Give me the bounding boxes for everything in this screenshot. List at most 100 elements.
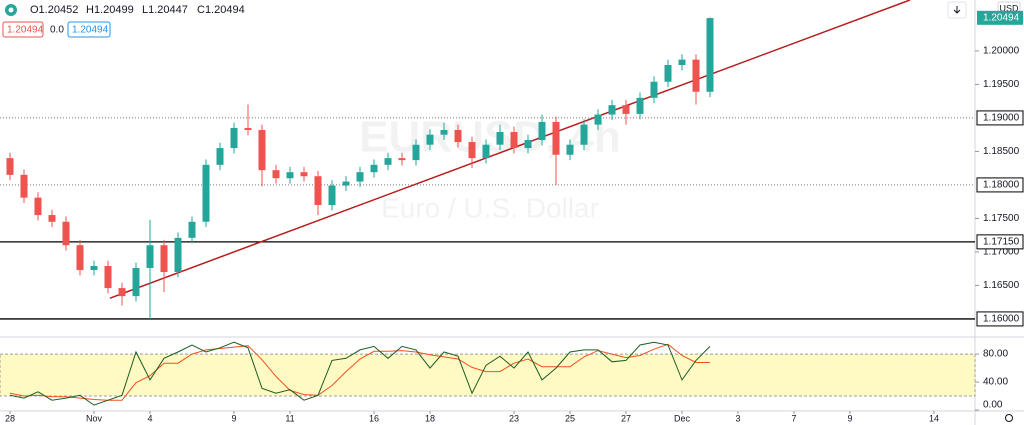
candle-body [62,221,70,246]
osc-line-d [9,343,710,401]
candle-body [650,81,658,98]
candle-body [510,131,518,149]
price-line-label: 1.18000 [983,180,1020,191]
y-tick-label: 1.20000 [983,46,1020,57]
candle-body [426,134,434,145]
candle-body [314,176,322,206]
x-tick-label: 23 [509,413,519,423]
ohlc-close: C1.20494 [197,4,245,16]
candle-body [118,288,126,297]
currency: USD [999,3,1019,13]
candle-body [538,121,546,141]
x-tick-label: 9 [231,413,236,423]
candle-body [678,59,686,65]
oscillator-band [0,353,976,397]
candle-body [384,158,392,165]
candle-body [356,172,364,182]
candle-body [440,129,448,135]
candle-body [146,245,154,268]
x-tick-label: Nov [86,413,103,423]
candle-body [188,221,196,238]
candle-body [6,158,14,175]
candle-body [370,164,378,173]
x-tick-label: 14 [929,413,939,423]
osc-y-tick-label: 40.00 [983,377,1008,388]
candle-body [398,158,406,161]
candle-body [566,144,574,155]
candle-body [230,127,238,149]
x-tick-label: 3 [735,413,740,423]
x-tick-label: 7 [791,413,796,423]
candle-body [482,144,490,159]
candle-body [286,172,294,179]
x-tick-label: 16 [369,413,379,423]
candle-body [496,131,504,145]
last-price-label: 1.20494 [983,12,1020,23]
candle-body [272,170,280,179]
candle-body [48,215,56,222]
candle-body [202,164,210,222]
candle-body [328,185,336,206]
candle-body [258,129,266,171]
candle-body [300,172,308,177]
candle-body [706,18,714,92]
y-tick-label: 1.18500 [983,146,1020,157]
candle-body [132,268,140,297]
ohlc-high: H1.20499 [86,4,134,16]
x-tick-label: 28 [5,413,15,423]
candle-body [244,127,252,130]
candle-body [608,105,616,115]
watermark-description: Euro / U.S. Dollar [381,192,599,223]
candle-body [580,124,588,145]
x-tick-label: Dec [674,413,691,423]
osc-line-k [9,341,711,406]
ohlc-low: L1.20447 [142,4,188,16]
x-tick-label: 9 [847,413,852,423]
price-line-label: 1.17150 [983,237,1020,248]
symbol-icon-dot [8,7,14,13]
candle-body [594,114,602,125]
candle-body [342,181,350,186]
candle-body [622,105,630,114]
candle-body [104,265,112,289]
x-tick-label: 18 [425,413,435,423]
y-tick-label: 1.16500 [983,280,1020,291]
settings-icon[interactable] [1005,414,1013,422]
y-tick-label: 1.17000 [983,247,1020,258]
candle-body [664,64,672,82]
candle-body [692,59,700,92]
price-line-box [976,110,1024,126]
candle-body [636,97,644,114]
y-tick-label: 1.19500 [983,79,1020,90]
badge-blue-box [67,21,111,38]
badge-blue: 1.20494 [72,25,109,36]
price-line-box [976,177,1024,193]
change: 0.0 [50,25,64,36]
trend-line [109,0,911,299]
candle-body [552,121,560,155]
candle-body [174,237,182,273]
candle-body [76,245,84,271]
osc-y-tick-label: 0.00 [983,400,1003,411]
price-line-box [976,311,1024,327]
badge-red-box [2,21,44,38]
candle-body [90,265,98,271]
watermark-symbol: EURUSD, 4h [359,113,621,162]
badge-red: 1.20494 [7,25,44,36]
y-tick-label: 1.17500 [983,213,1020,224]
candle-body [34,197,42,216]
candle-body [412,144,420,161]
x-tick-label: 4 [147,413,152,423]
candle-body [20,174,28,198]
x-tick-label: 25 [565,413,575,423]
price-line-label: 1.19000 [983,113,1020,124]
price-line-box [976,234,1024,250]
candle-body [468,142,476,159]
candle-body [524,140,532,149]
ohlc-open: O1.20452 [30,4,78,16]
candle-body [160,245,168,273]
candle-body [454,129,462,143]
last-price-box [977,10,1023,25]
price-line-label: 1.16000 [983,314,1020,325]
